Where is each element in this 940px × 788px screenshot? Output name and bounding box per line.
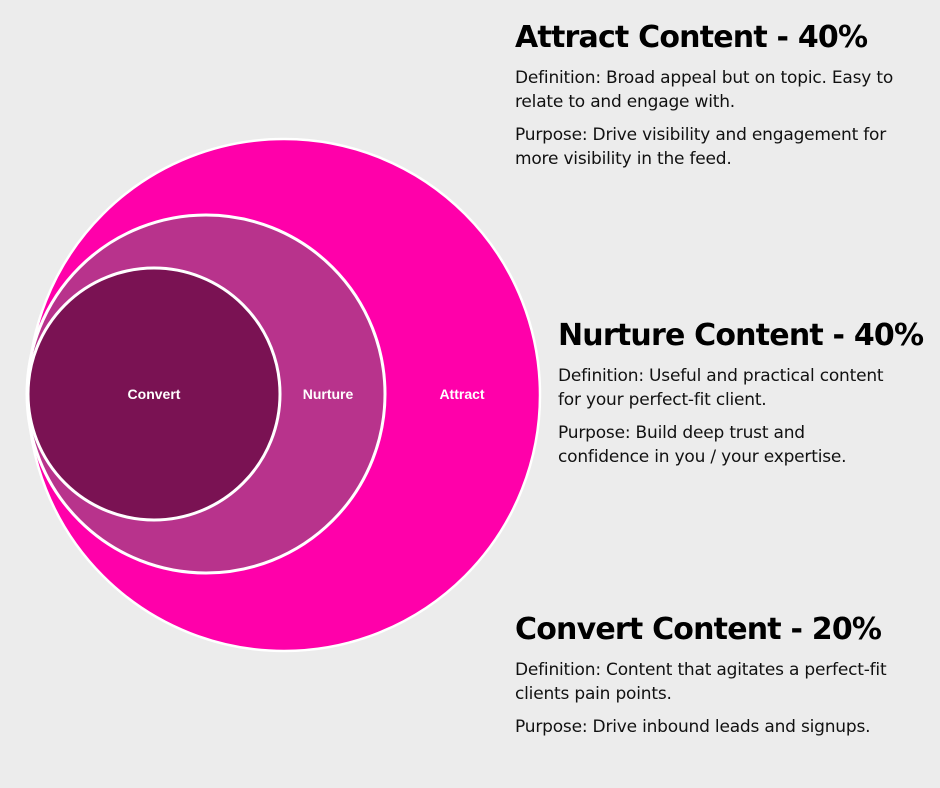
convert-section: Convert Content - 20% Definition: Conten…: [515, 612, 925, 748]
nurture-label: Nurture: [303, 386, 354, 402]
nurture-purpose: Purpose: Build deep trust and confidence…: [558, 423, 847, 467]
nurture-title: Nurture Content - 40%: [558, 318, 924, 353]
attract-label: Attract: [439, 386, 484, 402]
convert-title: Convert Content - 20%: [515, 612, 882, 647]
attract-section: Attract Content - 40% Definition: Broad …: [515, 20, 925, 180]
convert-circle: [26, 266, 282, 522]
attract-title: Attract Content - 40%: [515, 20, 868, 55]
attract-definition: Definition: Broad appeal but on topic. E…: [515, 68, 894, 112]
convert-label: Convert: [128, 386, 181, 402]
attract-purpose: Purpose: Drive visibility and engagement…: [515, 125, 887, 169]
convert-definition: Definition: Content that agitates a perf…: [515, 660, 887, 704]
nurture-definition: Definition: Useful and practical content…: [558, 366, 884, 410]
convert-purpose: Purpose: Drive inbound leads and signups…: [515, 717, 871, 737]
nurture-section: Nurture Content - 40% Definition: Useful…: [558, 318, 924, 478]
